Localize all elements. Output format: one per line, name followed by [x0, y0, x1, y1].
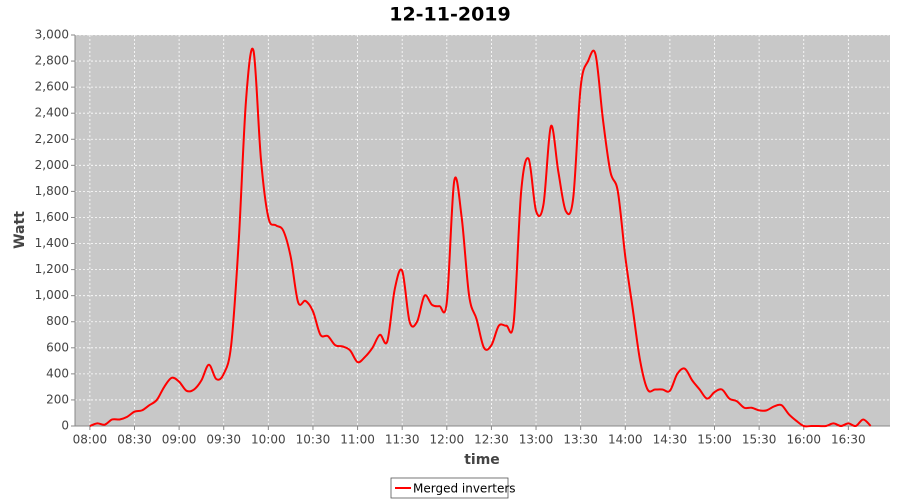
x-tick-label: 08:30 [117, 433, 152, 447]
x-tick-label: 14:30 [653, 433, 688, 447]
y-tick-label: 800 [46, 314, 69, 328]
y-tick-label: 2,000 [35, 158, 69, 172]
y-tick-label: 600 [46, 340, 69, 354]
y-tick-label: 1,800 [35, 184, 69, 198]
y-tick-label: 2,800 [35, 54, 69, 68]
y-tick-label: 200 [46, 392, 69, 406]
x-tick-label: 12:30 [474, 433, 509, 447]
y-tick-label: 3,000 [35, 28, 69, 42]
x-tick-label: 12:00 [430, 433, 465, 447]
x-tick-label: 16:00 [786, 433, 821, 447]
x-axis-label: time [464, 452, 500, 468]
x-tick-label: 10:00 [251, 433, 286, 447]
legend-label: Merged inverters [413, 482, 516, 496]
y-tick-label: 2,600 [35, 80, 69, 94]
y-tick-label: 2,400 [35, 106, 69, 120]
y-tick-label: 1,600 [35, 210, 69, 224]
y-axis-label: Watt [12, 211, 28, 249]
y-tick-label: 400 [46, 366, 69, 380]
x-tick-label: 13:00 [519, 433, 554, 447]
x-tick-label: 09:00 [162, 433, 197, 447]
y-tick-label: 2,200 [35, 132, 69, 146]
series-line [89, 47, 872, 428]
x-tick-label: 08:00 [73, 433, 108, 447]
x-tick-label: 14:00 [608, 433, 643, 447]
x-tick-label: 15:30 [742, 433, 777, 447]
x-tick-label: 11:00 [340, 433, 375, 447]
y-tick-label: 0 [61, 419, 69, 433]
y-tick-label: 1,000 [35, 288, 69, 302]
x-tick-label: 13:30 [563, 433, 598, 447]
plot-area [75, 35, 890, 426]
x-tick-label: 11:30 [385, 433, 420, 447]
x-tick-label: 09:30 [206, 433, 241, 447]
chart-title: 12-11-2019 [389, 4, 511, 26]
y-tick-label: 1,400 [35, 236, 69, 250]
x-tick-label: 15:00 [697, 433, 732, 447]
x-tick-label: 10:30 [296, 433, 331, 447]
x-tick-label: 16:30 [831, 433, 866, 447]
legend-box [390, 477, 509, 499]
y-tick-label: 1,200 [35, 262, 69, 276]
